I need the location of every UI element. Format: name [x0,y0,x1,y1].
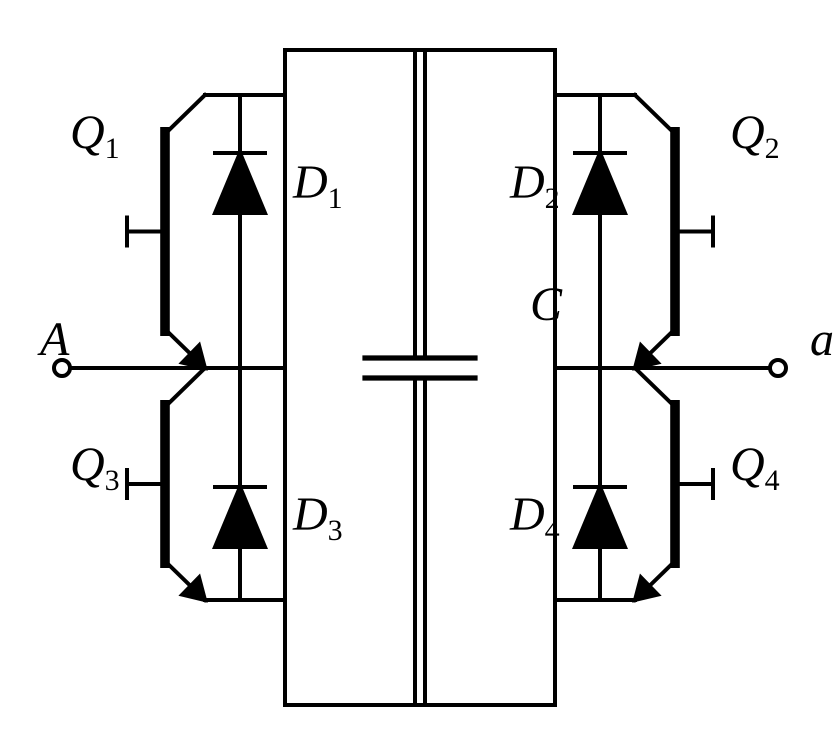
d1-triangle [215,153,265,213]
q4-collector-diag [635,368,672,404]
label-Q3: Q3 [70,438,120,497]
label-D4: D4 [509,488,560,547]
terminal-a [770,360,786,376]
d3-triangle [215,487,265,547]
label-Q1: Q1 [70,106,120,165]
circuit-diagram: Aa C Q1 Q2 Q3 Q4 D1 D2 D3 D4 [0,0,840,731]
label-Q4: Q4 [730,438,780,497]
label-a: a [810,313,834,366]
label-D2: D2 [509,156,560,215]
label-D3: D3 [292,488,343,547]
d2-triangle [575,153,625,213]
label-Q2: Q2 [730,106,780,165]
q2-collector-diag [635,95,672,131]
label-A: A [37,313,70,366]
q1-collector-diag [168,95,205,131]
label-C: C [530,278,563,331]
q3-collector-diag [168,368,205,404]
components-layer [54,95,786,600]
label-D1: D1 [292,156,343,215]
d4-triangle [575,487,625,547]
